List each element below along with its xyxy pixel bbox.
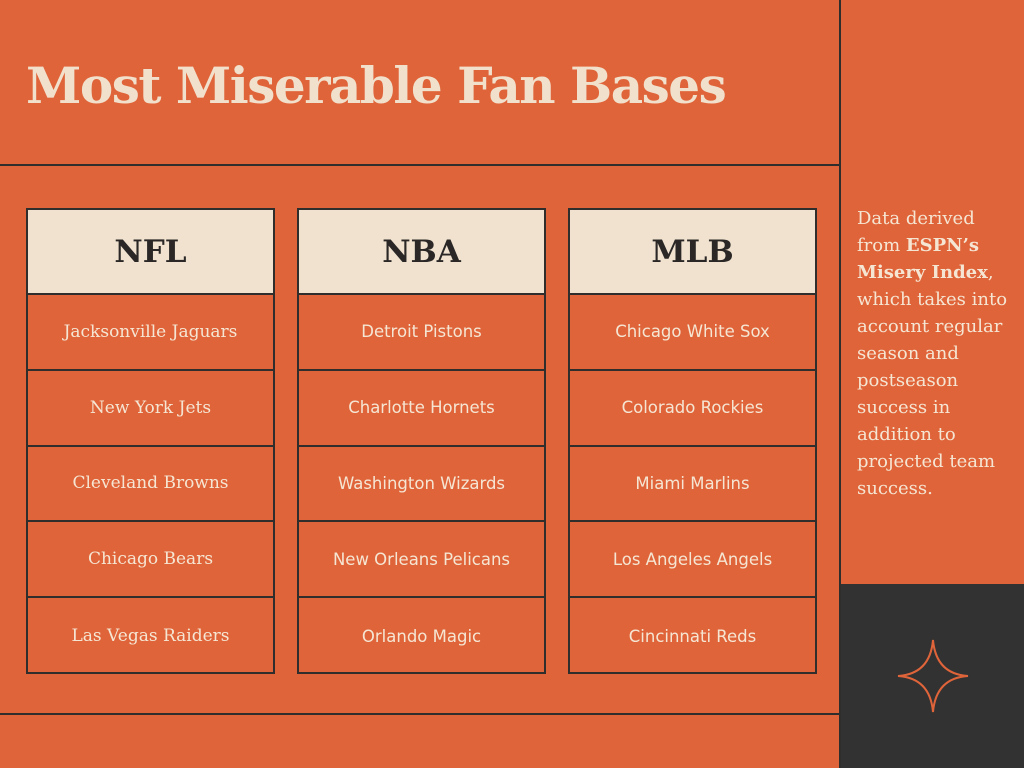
team-row: Las Vegas Raiders bbox=[71, 626, 230, 647]
dark-panel bbox=[841, 584, 1024, 768]
league-header: MLB bbox=[570, 210, 815, 295]
team-row: Cleveland Browns bbox=[28, 447, 273, 523]
team-row: Washington Wizards bbox=[299, 447, 544, 523]
league-table-nba: NBA Detroit Pistons Charlotte Hornets Wa… bbox=[297, 208, 546, 674]
top-divider bbox=[0, 164, 840, 166]
bottom-divider bbox=[0, 713, 840, 715]
team-row: Jacksonville Jaguars bbox=[28, 295, 273, 371]
team-row: Colorado Rockies bbox=[570, 371, 815, 447]
league-table-nfl: NFL Jacksonville Jaguars New York Jets C… bbox=[26, 208, 275, 674]
team-row: Detroit Pistons bbox=[299, 295, 544, 371]
team-row: Chicago White Sox bbox=[570, 295, 815, 371]
page-title: Most Miserable Fan Bases bbox=[26, 56, 727, 115]
source-note: Data derived from ESPN’s Misery Index, w… bbox=[857, 205, 1017, 502]
team-row: New York Jets bbox=[28, 371, 273, 447]
team-row: Miami Marlins bbox=[570, 447, 815, 523]
team-row: Orlando Magic bbox=[361, 626, 482, 646]
team-row: New Orleans Pelicans bbox=[299, 522, 544, 599]
league-table-mlb: MLB Chicago White Sox Colorado Rockies M… bbox=[568, 208, 817, 674]
vertical-divider bbox=[839, 0, 841, 768]
team-row: Los Angeles Angels bbox=[570, 522, 815, 599]
team-row: Chicago Bears bbox=[28, 522, 273, 599]
league-header: NFL bbox=[28, 210, 273, 295]
source-note-prefix: Data derived from bbox=[857, 208, 975, 256]
team-row: Cincinnati Reds bbox=[628, 626, 757, 646]
source-note-suffix: , which takes into account regular seaso… bbox=[857, 262, 1008, 499]
league-header: NBA bbox=[299, 210, 544, 295]
source-name: ESPN’s Misery Index bbox=[857, 235, 988, 283]
team-row: Charlotte Hornets bbox=[299, 371, 544, 447]
four-point-star-icon bbox=[897, 639, 969, 713]
